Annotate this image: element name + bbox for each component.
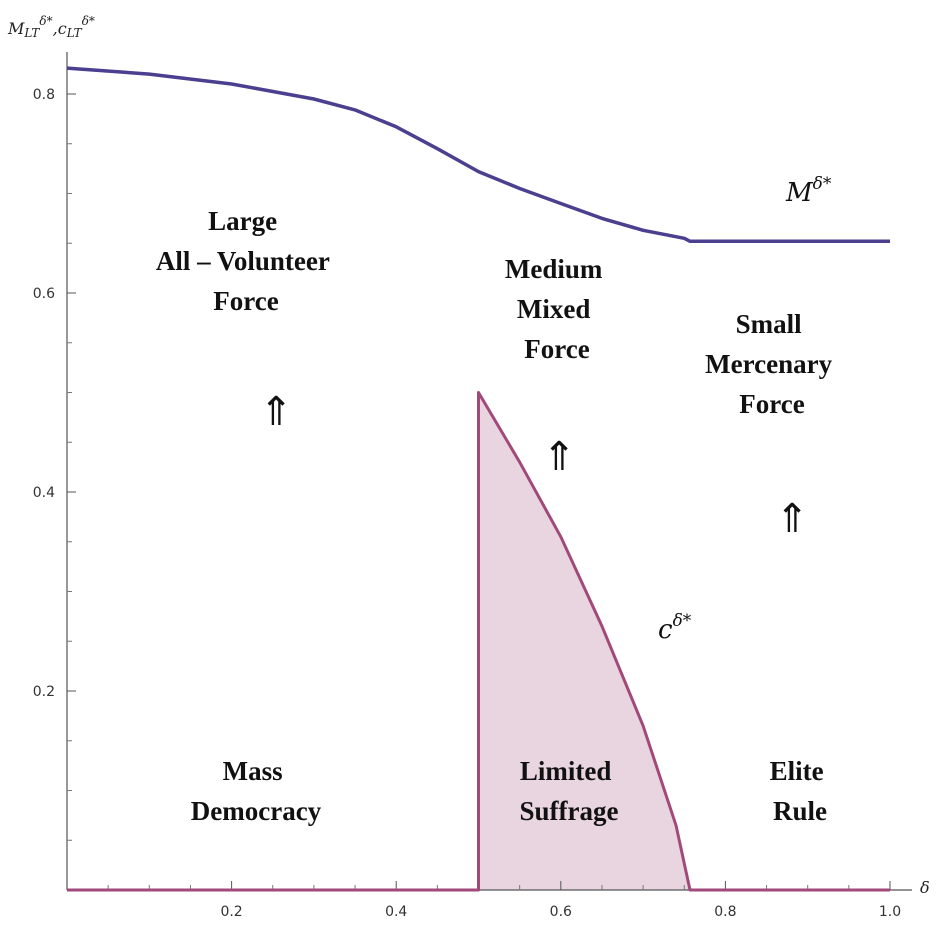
region-label-large-force: Large All – Volunteer Force [156, 206, 336, 316]
series-line-m [67, 68, 890, 241]
region-label-elite-rule: Elite Rule [770, 756, 831, 826]
x-axis-label: δ [920, 878, 930, 897]
up-double-arrow-icon: ⇑ [775, 496, 809, 542]
m-curve-label: Mδ* [785, 174, 832, 208]
y-tick-label: 0.8 [33, 87, 55, 103]
y-axis-label: MLTδ*,cLTδ* [7, 14, 95, 40]
y-tick-label: 0.6 [33, 286, 55, 302]
y-tick-label: 0.2 [33, 684, 55, 700]
axis-ticks: 0.2 0.4 0.6 0.8 1.0 0.2 0.4 0.6 0.8 [33, 87, 901, 920]
c-curve-label: cδ* [658, 611, 692, 645]
up-double-arrow-icon: ⇑ [259, 389, 293, 435]
region-label-medium-force: Medium Mixed Force [505, 254, 609, 364]
x-tick-label: 0.2 [220, 904, 242, 920]
x-tick-label: 0.6 [550, 904, 572, 920]
x-tick-label: 1.0 [879, 904, 901, 920]
x-tick-label: 0.4 [385, 904, 407, 920]
y-tick-label: 0.4 [33, 485, 55, 501]
region-label-mass-democracy: Mass Democracy [191, 756, 322, 826]
x-tick-label: 0.8 [714, 904, 736, 920]
region-label-small-force: Small Mercenary Force [705, 309, 839, 419]
up-double-arrow-icon: ⇑ [542, 434, 576, 480]
